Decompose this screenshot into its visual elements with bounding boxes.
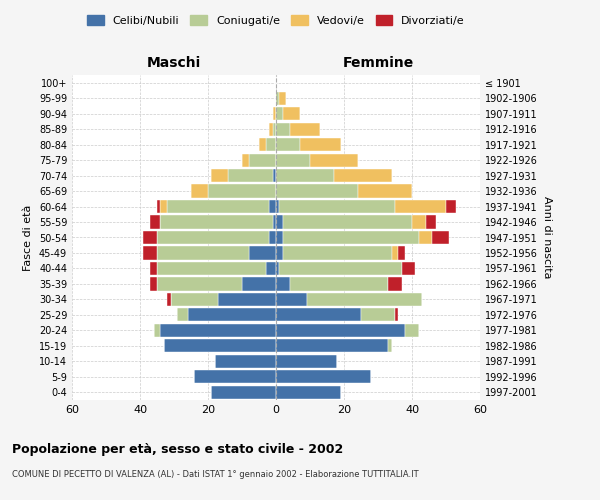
Bar [157,231,269,244]
Bar [283,107,300,120]
Bar [276,308,361,322]
Bar [300,138,341,151]
Bar [276,122,290,136]
Bar [276,324,405,337]
Bar [433,231,449,244]
Bar [157,246,249,260]
Bar [276,138,300,151]
Bar [388,340,392,352]
Bar [150,278,157,290]
Bar [276,262,280,275]
Bar [143,231,157,244]
Bar [446,200,456,213]
Bar [283,216,412,228]
Bar [157,278,242,290]
Bar [358,184,412,198]
Bar [150,262,157,275]
Bar [170,293,218,306]
Bar [178,308,188,322]
Bar [307,293,422,306]
Bar [280,262,402,275]
Bar [269,122,272,136]
Bar [259,138,266,151]
Bar [249,154,276,166]
Bar [215,354,276,368]
Bar [290,278,388,290]
Bar [412,216,425,228]
Bar [160,216,272,228]
Bar [361,308,395,322]
Bar [402,262,415,275]
Bar [188,308,276,322]
Bar [160,200,167,213]
Bar [388,278,402,290]
Bar [276,278,290,290]
Bar [276,216,283,228]
Bar [143,246,157,260]
Bar [276,200,280,213]
Bar [276,154,310,166]
Bar [266,138,276,151]
Bar [167,200,269,213]
Bar [150,216,160,228]
Bar [276,169,334,182]
Bar [276,246,283,260]
Bar [269,231,276,244]
Bar [395,200,446,213]
Bar [269,200,276,213]
Bar [229,169,272,182]
Bar [283,231,419,244]
Bar [266,262,276,275]
Bar [249,246,276,260]
Bar [167,293,170,306]
Bar [276,340,388,352]
Bar [276,293,307,306]
Bar [405,324,419,337]
Bar [276,370,371,384]
Bar [272,107,276,120]
Bar [218,293,276,306]
Bar [276,386,341,399]
Bar [211,386,276,399]
Bar [276,354,337,368]
Text: Popolazione per età, sesso e stato civile - 2002: Popolazione per età, sesso e stato civil… [12,442,343,456]
Bar [208,184,276,198]
Bar [276,107,283,120]
Bar [310,154,358,166]
Bar [242,278,276,290]
Bar [154,324,160,337]
Bar [157,262,266,275]
Bar [419,231,433,244]
Legend: Celibi/Nubili, Coniugati/e, Vedovi/e, Divorziati/e: Celibi/Nubili, Coniugati/e, Vedovi/e, Di… [83,10,469,30]
Bar [395,308,398,322]
Bar [211,169,229,182]
Bar [272,169,276,182]
Bar [160,324,276,337]
Text: Maschi: Maschi [147,56,201,70]
Y-axis label: Anni di nascita: Anni di nascita [542,196,551,279]
Bar [425,216,436,228]
Y-axis label: Fasce di età: Fasce di età [23,204,33,270]
Bar [276,231,283,244]
Bar [392,246,398,260]
Bar [290,122,320,136]
Bar [276,184,358,198]
Bar [272,216,276,228]
Bar [334,169,392,182]
Text: COMUNE DI PECETTO DI VALENZA (AL) - Dati ISTAT 1° gennaio 2002 - Elaborazione TU: COMUNE DI PECETTO DI VALENZA (AL) - Dati… [12,470,419,479]
Bar [276,92,280,105]
Bar [272,122,276,136]
Bar [191,184,208,198]
Text: Femmine: Femmine [343,56,413,70]
Bar [157,200,160,213]
Bar [164,340,276,352]
Bar [280,92,286,105]
Bar [194,370,276,384]
Bar [280,200,395,213]
Bar [283,246,392,260]
Bar [398,246,405,260]
Bar [242,154,249,166]
